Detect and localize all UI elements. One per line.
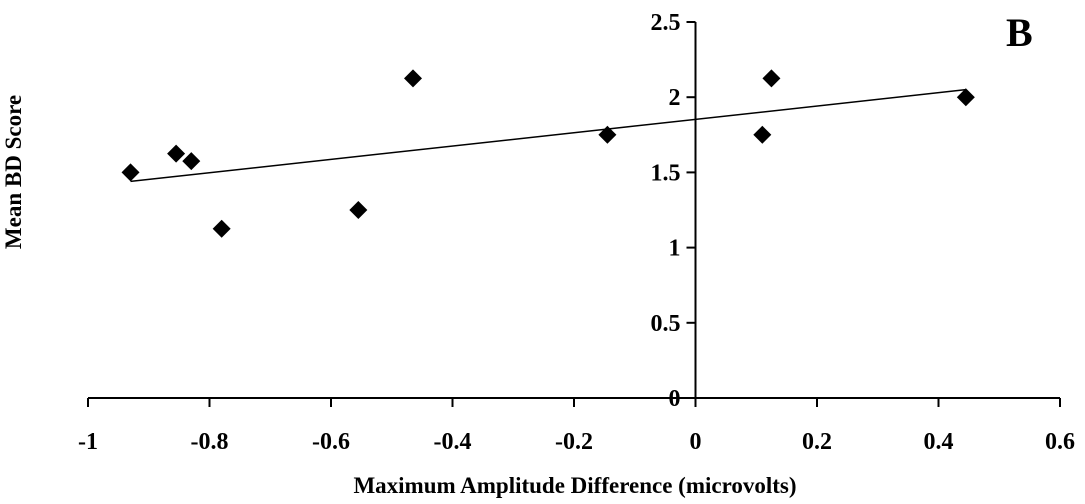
trendline-layer	[130, 88, 966, 183]
y-tick-label: 0.5	[651, 311, 681, 337]
x-tick-label: -0.6	[312, 429, 350, 455]
x-tick-label: 0	[690, 429, 702, 455]
y-tick-label: 0	[669, 386, 681, 412]
data-point	[349, 201, 368, 219]
x-tick-label: -0.4	[434, 429, 472, 455]
data-point	[753, 125, 772, 144]
data-point	[956, 88, 975, 107]
data-point	[404, 69, 423, 88]
y-tick-label: 1.5	[651, 160, 681, 186]
data-point	[167, 144, 186, 163]
axes	[87, 21, 1061, 407]
panel-label: B	[1006, 10, 1033, 55]
y-tick-label: 2.5	[651, 10, 681, 36]
x-axis-title: Maximum Amplitude Difference (microvolts…	[353, 473, 796, 498]
data-point	[598, 125, 617, 144]
data-point	[182, 152, 201, 171]
x-tick-label: -0.2	[555, 429, 593, 455]
x-tick-label: 0.2	[802, 429, 832, 455]
trendline	[130, 88, 966, 183]
data-point	[121, 163, 140, 182]
x-tick-label: 0.6	[1045, 429, 1075, 455]
y-axis-title: Mean BD Score	[1, 95, 26, 249]
y-tick-label: 1	[669, 236, 681, 262]
tick-labels: -1 -0.8 -0.6 -0.4 -0.2 0 0.2 0.4 0.6 0 0.5 1 1.5 2 2.5	[78, 10, 1075, 455]
y-tick-label: 2	[669, 85, 681, 111]
data-point	[212, 219, 231, 238]
data-point	[762, 69, 781, 88]
x-tick-label: -0.8	[191, 429, 229, 455]
x-tick-label: 0.4	[924, 429, 954, 455]
data-points	[121, 69, 975, 238]
x-tick-label: -1	[78, 429, 98, 455]
